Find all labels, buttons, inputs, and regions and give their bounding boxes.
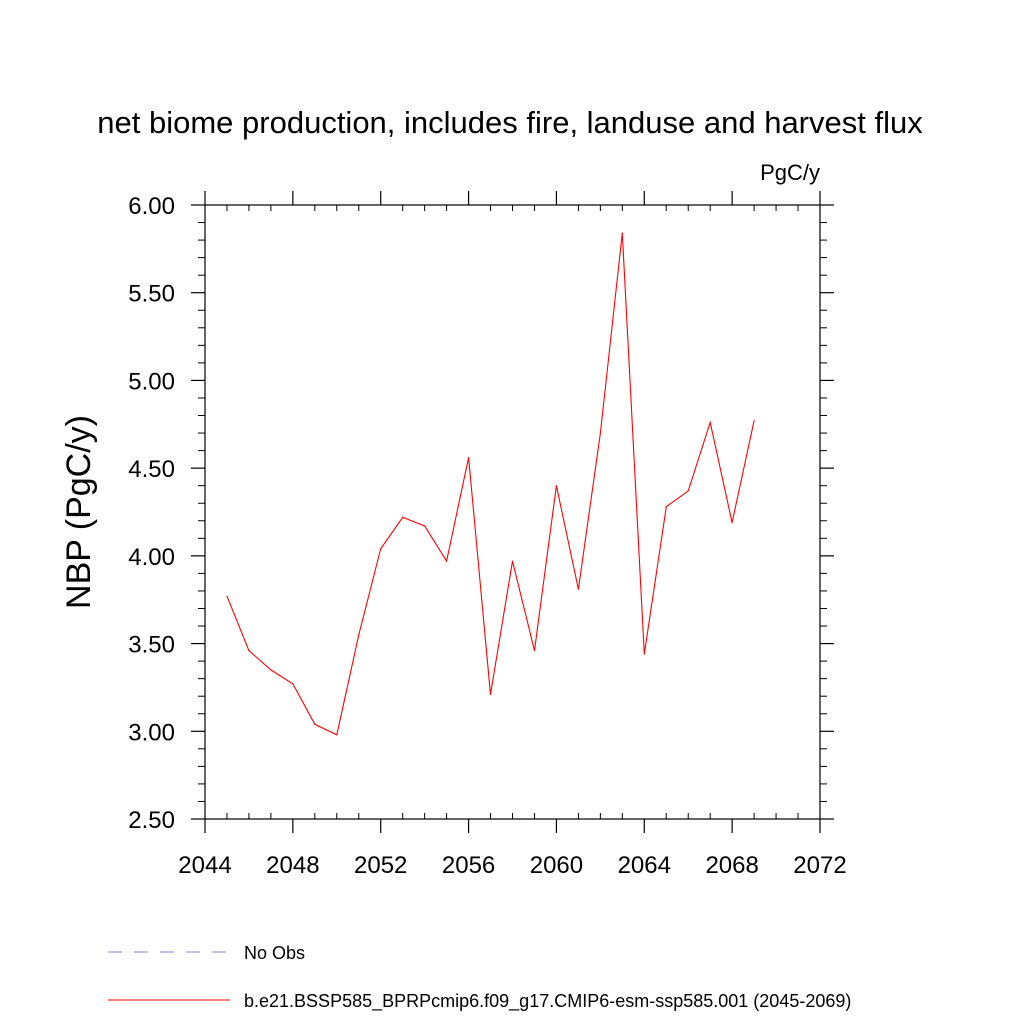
- legend-label-model: b.e21.BSSP585_BPRPcmip6.f09_g17.CMIP6-es…: [244, 991, 851, 1012]
- legend-label-no-obs: No Obs: [244, 943, 305, 963]
- y-tick-label: 3.50: [128, 632, 175, 659]
- data-point: [402, 516, 404, 518]
- data-point: [511, 560, 514, 562]
- data-point: [292, 683, 294, 685]
- data-point: [314, 723, 316, 725]
- chart-title: net biome production, includes fire, lan…: [97, 105, 923, 140]
- y-tick-label: 2.50: [128, 807, 175, 834]
- data-point: [248, 649, 250, 652]
- units-label: PgC/y: [760, 160, 820, 185]
- y-tick-labels: 2.50 3.00 3.50 4.00 4.50 5.00 5.50 6.00: [128, 193, 175, 834]
- data-point: [687, 490, 689, 492]
- data-point: [621, 232, 623, 234]
- x-tick-label: 2052: [354, 852, 407, 879]
- data-point: [709, 421, 711, 424]
- data-point: [380, 548, 382, 550]
- data-point: [424, 525, 426, 527]
- x-tick-label: 2044: [178, 852, 231, 879]
- x-tick-label: 2064: [618, 852, 671, 879]
- data-point: [336, 734, 338, 736]
- x-tick-label: 2060: [530, 852, 583, 879]
- plot-frame: [204, 204, 821, 820]
- data-point: [643, 653, 645, 655]
- data-point: [467, 457, 470, 459]
- x-tick-label: 2048: [266, 852, 319, 879]
- data-point: [555, 485, 558, 487]
- data-point: [577, 588, 579, 590]
- series-group: [226, 232, 755, 736]
- major-ticks: [191, 191, 834, 833]
- y-tick-label: 6.00: [128, 193, 175, 220]
- data-point: [226, 595, 228, 597]
- data-point: [533, 649, 536, 652]
- legend: No Obs b.e21.BSSP585_BPRPcmip6.f09_g17.C…: [108, 943, 851, 1012]
- y-tick-label: 3.00: [128, 719, 175, 746]
- data-point: [446, 560, 448, 562]
- x-tick-label: 2068: [705, 852, 758, 879]
- data-point: [753, 420, 755, 422]
- data-point: [358, 634, 360, 636]
- y-tick-label: 5.00: [128, 368, 175, 395]
- x-tick-label: 2072: [793, 852, 846, 879]
- data-point: [599, 432, 601, 434]
- data-point: [270, 669, 272, 671]
- x-tick-label: 2056: [442, 852, 495, 879]
- data-point: [665, 506, 667, 508]
- series-line: [226, 233, 755, 736]
- x-tick-labels: 2044 2048 2052 2056 2060 2064 2068 2072: [178, 852, 846, 879]
- y-tick-label: 5.50: [128, 281, 175, 308]
- minor-ticks: [198, 205, 827, 819]
- data-point: [489, 693, 492, 696]
- y-tick-label: 4.00: [128, 544, 175, 571]
- y-axis-label: NBP (PgC/y): [60, 415, 98, 609]
- y-tick-label: 4.50: [128, 456, 175, 483]
- data-point: [731, 521, 733, 524]
